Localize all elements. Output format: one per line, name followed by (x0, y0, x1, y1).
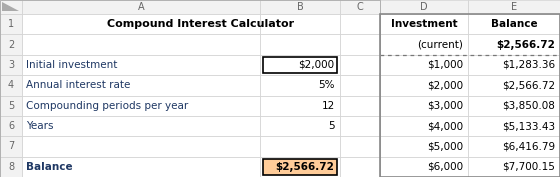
Bar (22, 157, 260, 177)
Text: 12: 12 (322, 101, 335, 111)
Bar (0, 75, 22, 96)
Text: $1,283.36: $1,283.36 (502, 60, 555, 70)
Bar (260, 136, 340, 157)
Bar (340, 96, 380, 116)
Bar (0, 116, 22, 136)
Text: 3: 3 (8, 60, 14, 70)
Bar (0, 96, 22, 116)
Bar (380, 136, 468, 157)
Text: $6,416.79: $6,416.79 (502, 141, 555, 152)
Text: 7: 7 (8, 141, 14, 152)
Bar (468, 14, 560, 34)
Bar (340, 14, 380, 34)
Text: Annual interest rate: Annual interest rate (26, 80, 130, 90)
Bar (380, 34, 468, 55)
Bar (22, 116, 260, 136)
Bar (22, 34, 260, 55)
Bar (340, 34, 380, 55)
Text: $5,133.43: $5,133.43 (502, 121, 555, 131)
Text: 8: 8 (8, 162, 14, 172)
Bar (380, 0, 468, 14)
Text: Balance: Balance (491, 19, 537, 29)
Text: Balance: Balance (26, 162, 73, 172)
Bar (22, 55, 260, 75)
Text: $3,850.08: $3,850.08 (502, 101, 555, 111)
Text: B: B (297, 2, 304, 12)
Bar (468, 96, 560, 116)
Text: 6: 6 (8, 121, 14, 131)
Bar (260, 75, 340, 96)
Polygon shape (2, 2, 19, 11)
Bar (260, 116, 340, 136)
Bar (22, 136, 260, 157)
Bar (260, 96, 340, 116)
Bar (380, 14, 560, 177)
Text: $4,000: $4,000 (427, 121, 463, 131)
Text: (current): (current) (417, 40, 463, 50)
Bar (468, 116, 560, 136)
Text: 5: 5 (8, 101, 14, 111)
Bar (260, 55, 340, 75)
Bar (260, 34, 340, 55)
Bar (340, 0, 380, 14)
Text: $2,000: $2,000 (298, 60, 334, 70)
Bar (260, 0, 340, 14)
Bar (380, 55, 468, 75)
Text: Years: Years (26, 121, 54, 131)
Text: $6,000: $6,000 (427, 162, 463, 172)
Text: $1,000: $1,000 (427, 60, 463, 70)
Bar (340, 136, 380, 157)
Bar (340, 157, 380, 177)
Text: Compounding periods per year: Compounding periods per year (26, 101, 188, 111)
Bar (263, 57, 337, 73)
Bar (22, 96, 260, 116)
Bar (0, 157, 22, 177)
Bar (380, 116, 468, 136)
Text: 5: 5 (328, 121, 335, 131)
Bar (380, 96, 468, 116)
Bar (0, 0, 380, 177)
Text: A: A (138, 2, 144, 12)
Text: $5,000: $5,000 (427, 141, 463, 152)
Text: Investment: Investment (391, 19, 458, 29)
Bar (260, 157, 340, 177)
Bar (380, 75, 468, 96)
Text: 4: 4 (8, 80, 14, 90)
Bar (468, 55, 560, 75)
Bar (0, 0, 22, 14)
Text: $7,700.15: $7,700.15 (502, 162, 555, 172)
Bar (340, 75, 380, 96)
Text: $2,000: $2,000 (427, 80, 463, 90)
Text: $2,566.72: $2,566.72 (275, 162, 334, 172)
Text: Initial investment: Initial investment (26, 60, 118, 70)
Bar (0, 55, 22, 75)
Text: $3,000: $3,000 (427, 101, 463, 111)
Text: 5%: 5% (319, 80, 335, 90)
Bar (380, 14, 468, 34)
Bar (0, 34, 22, 55)
Text: Compound Interest Calculator: Compound Interest Calculator (108, 19, 295, 29)
Bar (263, 159, 337, 175)
Text: 2: 2 (8, 40, 14, 50)
Text: $2,566.72: $2,566.72 (502, 80, 555, 90)
Bar (22, 75, 260, 96)
Bar (340, 116, 380, 136)
Bar (22, 14, 260, 34)
Bar (468, 136, 560, 157)
Text: D: D (420, 2, 428, 12)
Bar (468, 34, 560, 55)
Text: C: C (357, 2, 363, 12)
Bar (468, 157, 560, 177)
Bar (468, 75, 560, 96)
Bar (0, 136, 22, 157)
Text: 1: 1 (8, 19, 14, 29)
Text: $2,566.72: $2,566.72 (496, 40, 555, 50)
Bar (0, 14, 22, 34)
Bar (260, 14, 340, 34)
Bar (340, 55, 380, 75)
Text: E: E (511, 2, 517, 12)
Bar (380, 157, 468, 177)
Bar (468, 0, 560, 14)
Bar (22, 0, 260, 14)
